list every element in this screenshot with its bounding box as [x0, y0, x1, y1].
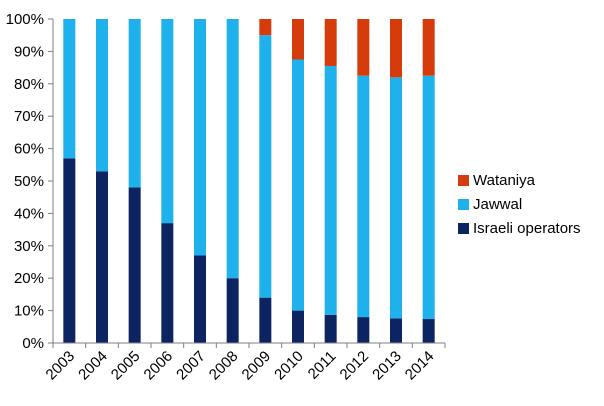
bar-segment-israeli-operators-2006	[161, 223, 174, 343]
bar-segment-jawwal-2011	[324, 65, 337, 315]
bar-segment-jawwal-2012	[357, 75, 370, 318]
bar-segment-jawwal-2013	[390, 77, 402, 319]
y-axis: 0% 10% 20% 30% 40% 50% 60% 70% 80% 90% 100%	[6, 11, 54, 352]
bar-segment-israeli-operators-2004	[96, 171, 108, 343]
bar-segment-israeli-operators-2012	[357, 317, 370, 343]
bar-segment-wataniya-2011	[324, 19, 337, 66]
y-tick-label: 90%	[14, 43, 44, 60]
y-tick-label: 60%	[14, 141, 44, 158]
bar-segment-jawwal-2004	[96, 19, 108, 172]
y-tick-label: 50%	[14, 173, 44, 190]
bar-segment-jawwal-2006	[161, 19, 174, 224]
bar-segment-jawwal-2007	[194, 19, 206, 256]
bar-segment-jawwal-2010	[292, 59, 304, 311]
y-tick-label: 30%	[14, 238, 44, 255]
x-tick-label: 2007	[173, 348, 209, 384]
y-tick-label: 0%	[22, 335, 44, 352]
bar-segment-israeli-operators-2008	[226, 278, 239, 343]
x-tick-label: 2006	[141, 348, 177, 384]
bar-segment-jawwal-2008	[226, 19, 239, 279]
bars	[63, 19, 435, 343]
bar-segment-wataniya-2012	[357, 19, 370, 76]
legend-label: Jawwal	[473, 196, 522, 213]
x-tick-label: 2003	[43, 348, 79, 384]
bar-segment-israeli-operators-2007	[194, 255, 206, 343]
bar-segment-wataniya-2014	[422, 19, 435, 76]
y-tick-label: 40%	[14, 205, 44, 222]
bar-segment-wataniya-2013	[390, 19, 402, 78]
bar-segment-wataniya-2009	[259, 19, 272, 36]
bar-segment-wataniya-2010	[292, 19, 304, 60]
y-tick-label: 10%	[14, 303, 44, 320]
bar-segment-jawwal-2009	[259, 35, 272, 298]
bar-segment-jawwal-2014	[422, 75, 435, 320]
bar-segment-israeli-operators-2009	[259, 297, 272, 343]
x-axis: 2003200420052006200720082009201020112012…	[43, 342, 446, 384]
legend-swatch-jawwal	[458, 199, 469, 210]
bar-segment-jawwal-2005	[128, 19, 141, 188]
bar-segment-israeli-operators-2005	[128, 187, 141, 343]
x-tick-label: 2014	[402, 348, 438, 384]
x-tick-label: 2010	[271, 348, 307, 384]
bar-segment-israeli-operators-2013	[390, 318, 402, 343]
x-tick-label: 2013	[369, 348, 405, 384]
x-tick-label: 2012	[337, 348, 373, 384]
y-tick-label: 20%	[14, 270, 44, 287]
legend-label: Wataniya	[473, 172, 536, 189]
legend-swatch-wataniya	[458, 175, 469, 186]
bar-segment-israeli-operators-2014	[422, 319, 435, 343]
legend-label: Israeli operators	[473, 220, 581, 237]
bar-segment-israeli-operators-2011	[324, 314, 337, 343]
bar-segment-israeli-operators-2010	[292, 310, 304, 343]
bar-segment-israeli-operators-2003	[63, 158, 76, 343]
bar-segment-jawwal-2003	[63, 19, 76, 159]
x-tick-label: 2008	[206, 348, 242, 384]
y-tick-label: 80%	[14, 76, 44, 93]
x-tick-label: 2005	[108, 348, 144, 384]
legend: Wataniya Jawwal Israeli operators	[458, 172, 581, 237]
x-tick-label: 2011	[305, 348, 340, 383]
y-tick-label: 70%	[14, 108, 44, 125]
legend-swatch-israeli-operators	[458, 223, 469, 234]
x-tick-label: 2009	[239, 348, 275, 384]
y-tick-label: 100%	[6, 11, 44, 28]
x-tick-label: 2004	[75, 348, 111, 384]
